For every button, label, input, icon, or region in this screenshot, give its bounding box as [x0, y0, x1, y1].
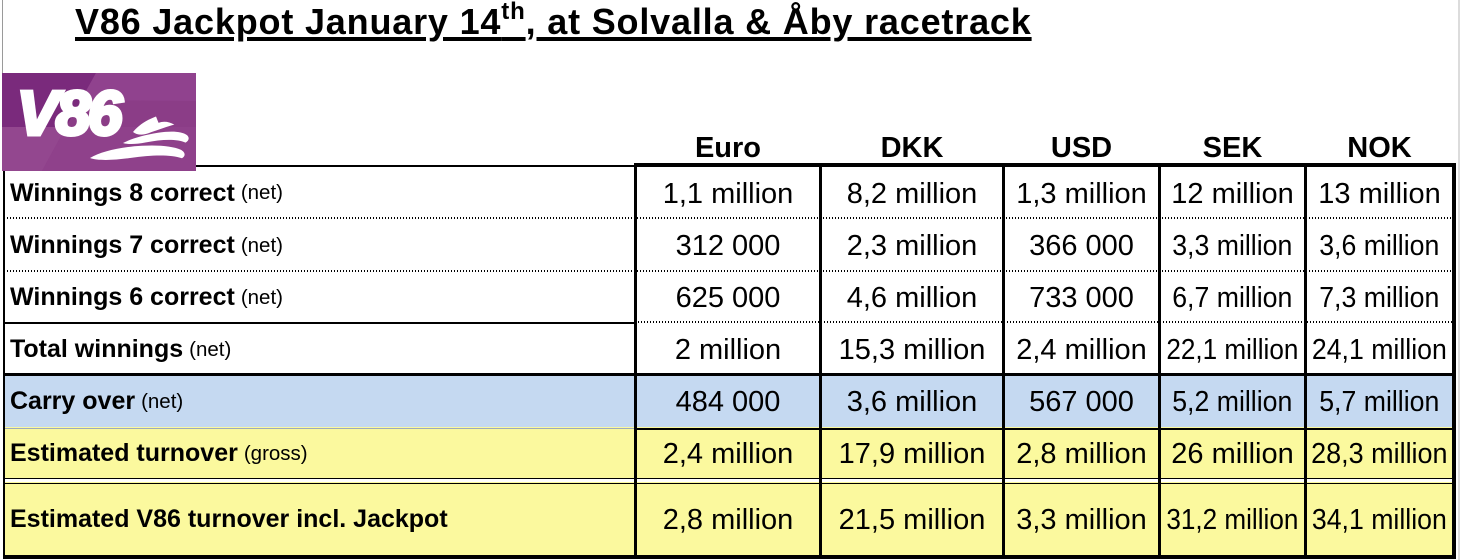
svg-text:V86: V86 [17, 80, 123, 149]
